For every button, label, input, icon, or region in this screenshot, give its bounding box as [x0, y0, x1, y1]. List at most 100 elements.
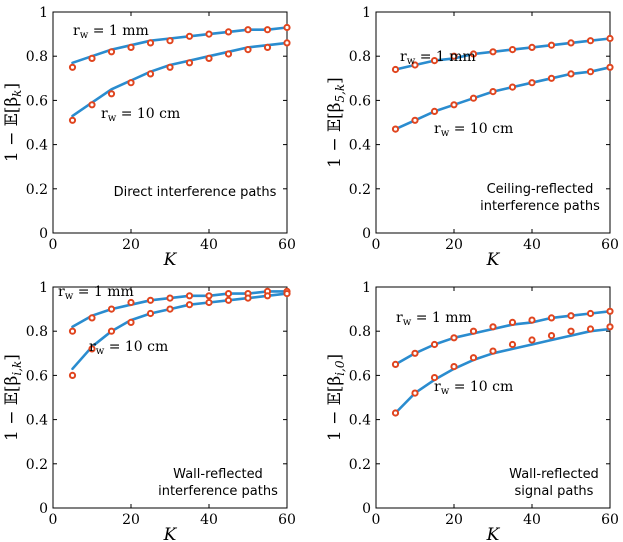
series-label: rw = 1 mm [73, 23, 149, 41]
y-tick-label: 0 [362, 501, 371, 517]
data-point [283, 290, 291, 298]
data-point [547, 41, 556, 49]
data-point [411, 116, 419, 124]
y-tick-label: 1 [39, 280, 48, 296]
series-label: rw = 10 cm [101, 106, 180, 124]
data-point [146, 39, 155, 47]
y-tick-label: 0.4 [26, 413, 48, 429]
data-point [283, 23, 291, 32]
data-point [107, 305, 116, 313]
y-tick-label: 0.4 [349, 413, 371, 429]
data-point [567, 327, 575, 335]
data-point [528, 43, 536, 52]
axes-box [375, 11, 611, 234]
data-point [244, 26, 252, 34]
x-tick-label: 0 [372, 512, 381, 528]
x-axis-label: K [163, 250, 178, 270]
x-tick-label: 0 [49, 512, 58, 528]
chart-panel-top-right: 0 20 40 60 0 0.2 0.4 0.6 0.8 1 K 1 − 𝔼[β5,k] rw = 1 … [325, 5, 619, 270]
data-point [244, 46, 252, 54]
data-point [567, 312, 575, 320]
y-tick-label: 0.8 [26, 49, 48, 65]
y-tick-label: 0.4 [349, 138, 371, 154]
x-tick-label: 20 [122, 237, 140, 253]
data-point [469, 50, 478, 58]
data-point [489, 88, 497, 96]
data-point [88, 345, 96, 353]
data-point [166, 294, 174, 302]
panel-caption: Wall-reflected signal paths [509, 467, 599, 499]
y-tick-label: 0.8 [26, 324, 48, 340]
data-point [411, 389, 419, 397]
axes-box [375, 286, 611, 509]
data-point [469, 327, 478, 335]
data-point [606, 307, 614, 315]
series-label: rw = 10 cm [434, 379, 513, 397]
data-point [146, 70, 155, 78]
data-point [489, 48, 497, 56]
data-point [430, 107, 439, 116]
data-point [88, 101, 96, 109]
data-point [586, 325, 595, 333]
y-tick-label: 0.6 [26, 93, 48, 109]
y-tick-label: 0 [362, 226, 371, 242]
data-point [430, 340, 439, 349]
y-tick-label: 0.6 [26, 368, 48, 384]
series-label: rw = 1 mm [400, 49, 476, 67]
data-point [547, 74, 556, 82]
data-point [528, 336, 536, 344]
x-tick-label: 60 [278, 512, 296, 528]
data-point [127, 43, 135, 52]
y-tick-label: 0.2 [349, 182, 371, 198]
data-point [205, 54, 213, 63]
data-point [146, 296, 155, 304]
data-point [606, 34, 614, 43]
data-point [508, 340, 517, 349]
data-point [508, 46, 517, 54]
data-point [606, 63, 614, 71]
data-point [547, 332, 556, 340]
y-axis-label: 1 − 𝔼[βk] [2, 83, 24, 162]
chart-panel-top-left: 0 20 40 60 0 0.2 0.4 0.6 0.8 1 K 1 − 𝔼[βk] rw = 1 mm… [2, 5, 296, 270]
data-point [166, 305, 174, 313]
chart-panel-bottom-left: 0 20 40 60 0 0.2 0.4 0.6 0.8 1 K 1 − 𝔼[βi,k] rw = 1 … [2, 280, 296, 542]
y-tick-label: 0.8 [349, 324, 371, 340]
data-point [508, 318, 517, 326]
series-label: rw = 10 cm [89, 339, 168, 357]
x-tick-label: 0 [49, 237, 58, 253]
x-tick-label: 60 [278, 237, 296, 253]
data-point [586, 68, 595, 76]
data-point [166, 37, 174, 45]
data-point [528, 79, 536, 87]
y-tick-label: 0.2 [26, 182, 48, 198]
data-point [586, 309, 595, 318]
y-tick-label: 0 [39, 226, 48, 242]
series-line [394, 327, 612, 415]
data-point [547, 314, 556, 322]
data-point [127, 318, 135, 326]
y-tick-label: 0.2 [26, 457, 48, 473]
panel-caption: Wall-reflected interference paths [158, 467, 278, 499]
data-point [224, 296, 233, 304]
y-tick-label: 0.6 [349, 93, 371, 109]
y-tick-label: 1 [362, 5, 371, 21]
data-point [391, 65, 400, 74]
axes-box [52, 286, 288, 509]
data-point [205, 298, 213, 307]
series-line [71, 292, 289, 371]
data-point [586, 37, 595, 45]
x-tick-label: 40 [200, 512, 218, 528]
data-point [606, 323, 614, 331]
data-point [430, 374, 439, 382]
panel-caption: Ceiling-reflected interference paths [480, 182, 600, 214]
chart-panel-bottom-right: 0 20 40 60 0 0.2 0.4 0.6 0.8 1 K 1 − 𝔼[βi,0] rw = 1 … [325, 280, 619, 542]
x-tick-label: 60 [601, 237, 619, 253]
y-tick-label: 1 [39, 5, 48, 21]
data-point [450, 52, 458, 60]
y-tick-label: 1 [362, 280, 371, 296]
data-point [528, 316, 536, 324]
y-tick-label: 0 [39, 501, 48, 517]
series-line [394, 66, 612, 131]
data-point [450, 363, 458, 371]
